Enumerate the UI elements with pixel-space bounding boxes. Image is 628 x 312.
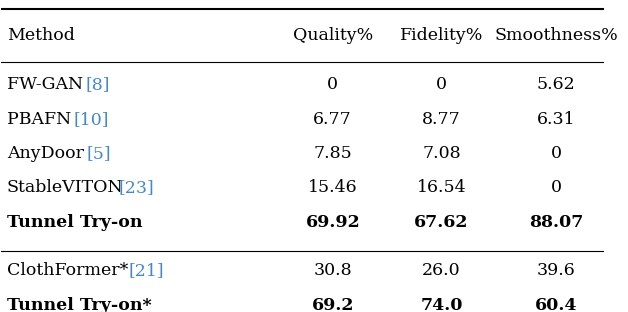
Text: 60.4: 60.4 [535, 297, 577, 312]
Text: 26.0: 26.0 [422, 262, 461, 280]
Text: Tunnel Try-on: Tunnel Try-on [7, 214, 142, 231]
Text: Smoothness%: Smoothness% [494, 27, 618, 44]
Text: 6.77: 6.77 [313, 111, 352, 128]
Text: 8.77: 8.77 [422, 111, 461, 128]
Text: 67.62: 67.62 [414, 214, 468, 231]
Text: 0: 0 [436, 76, 447, 94]
Text: 7.08: 7.08 [422, 145, 461, 162]
Text: [23]: [23] [119, 179, 154, 196]
Text: Tunnel Try-on*: Tunnel Try-on* [7, 297, 151, 312]
Text: Quality%: Quality% [293, 27, 373, 44]
Text: AnyDoor: AnyDoor [7, 145, 89, 162]
Text: 6.31: 6.31 [537, 111, 575, 128]
Text: [10]: [10] [73, 111, 109, 128]
Text: [21]: [21] [129, 262, 165, 280]
Text: 0: 0 [551, 179, 561, 196]
Text: Method: Method [7, 27, 75, 44]
Text: 7.85: 7.85 [313, 145, 352, 162]
Text: PBAFN: PBAFN [7, 111, 77, 128]
Text: FW-GAN: FW-GAN [7, 76, 89, 94]
Text: 15.46: 15.46 [308, 179, 357, 196]
Text: 69.92: 69.92 [305, 214, 360, 231]
Text: 0: 0 [551, 145, 561, 162]
Text: [5]: [5] [86, 145, 111, 162]
Text: 30.8: 30.8 [313, 262, 352, 280]
Text: 16.54: 16.54 [416, 179, 466, 196]
Text: 74.0: 74.0 [420, 297, 463, 312]
Text: [8]: [8] [85, 76, 110, 94]
Text: 69.2: 69.2 [311, 297, 354, 312]
Text: 88.07: 88.07 [529, 214, 583, 231]
Text: 5.62: 5.62 [537, 76, 575, 94]
Text: Fidelity%: Fidelity% [399, 27, 483, 44]
Text: 39.6: 39.6 [537, 262, 575, 280]
Text: ClothFormer*: ClothFormer* [7, 262, 134, 280]
Text: StableVITON: StableVITON [7, 179, 123, 196]
Text: 0: 0 [327, 76, 338, 94]
